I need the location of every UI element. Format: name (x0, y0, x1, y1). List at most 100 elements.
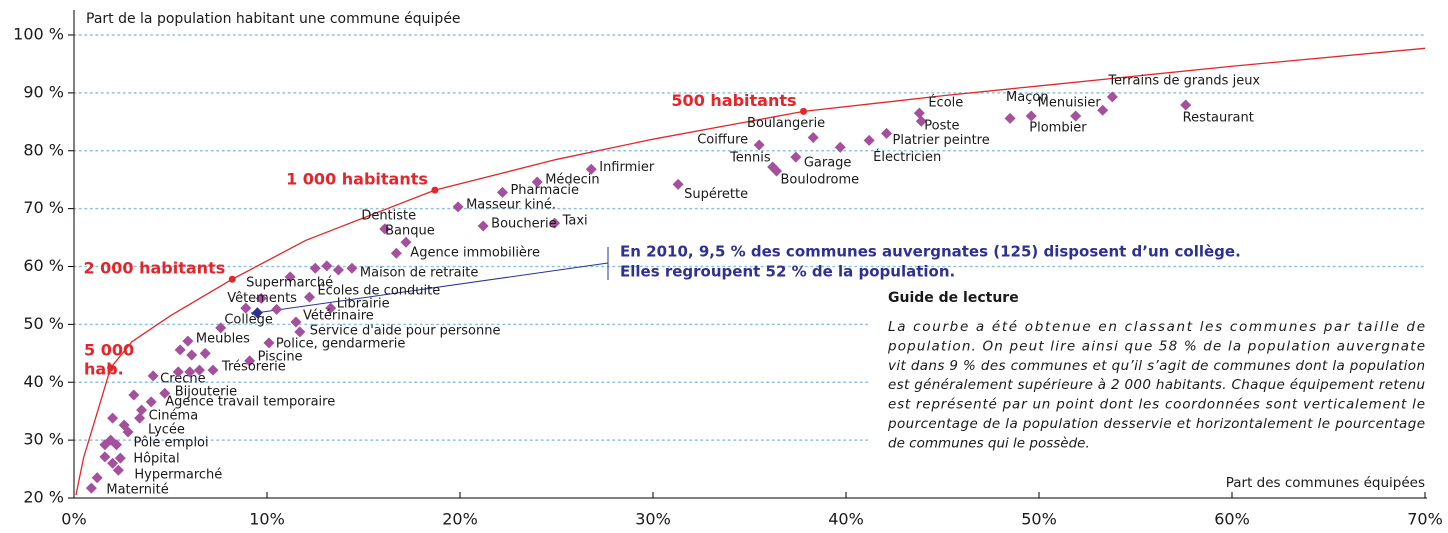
y-tick-label: 100 % (13, 25, 64, 44)
point (174, 344, 186, 356)
point (290, 316, 302, 328)
point-label: Poste (924, 119, 959, 134)
point-label: Électricien (873, 149, 941, 165)
point (1070, 110, 1082, 122)
point-label: Médecin (545, 173, 599, 188)
y-tick-label: 60 % (23, 256, 64, 275)
point (1025, 110, 1037, 122)
point (244, 355, 256, 367)
guide-box (868, 285, 1432, 479)
point (585, 163, 597, 175)
point (332, 264, 344, 276)
point-label: Masseur kiné. (466, 197, 556, 212)
point (672, 178, 684, 190)
point-label: Service d'aide pour personne (310, 323, 501, 338)
point (199, 347, 211, 359)
point (118, 419, 130, 431)
point (193, 364, 205, 376)
point-label: Infirmier (599, 160, 655, 175)
point (309, 262, 321, 274)
x-axis-label: Part des communes équipées (1226, 475, 1425, 491)
point-label: Bijouterie (175, 385, 237, 400)
point (477, 220, 489, 232)
point-label: Lycée (148, 423, 185, 438)
point-label: Supermarché (246, 275, 333, 290)
threshold-label: 1 000 habitants (286, 170, 428, 189)
point-label: Terrains de grands jeux (1107, 73, 1260, 88)
point-label: Platrier peintre (893, 133, 990, 148)
point-label: Cinéma (149, 409, 199, 424)
point (215, 322, 227, 334)
point (255, 292, 267, 304)
point (346, 262, 358, 274)
point (91, 472, 103, 484)
point-label: Menuisier (1038, 96, 1102, 111)
point (85, 482, 97, 494)
point-label: Restaurant (1183, 111, 1254, 126)
point-label: Supérette (684, 187, 748, 202)
guide-line: est généralement supérieure à 2 000 habi… (888, 377, 1425, 393)
point (881, 127, 893, 139)
point-label: Boulangerie (747, 116, 825, 131)
point (263, 337, 275, 349)
point-label: Pharmacie (510, 183, 579, 198)
y-tick-label: 40 % (23, 372, 64, 391)
point (303, 291, 315, 303)
point (128, 389, 140, 401)
point (184, 366, 196, 378)
point (134, 412, 146, 424)
point (531, 176, 543, 188)
point (913, 107, 925, 119)
threshold-point (800, 107, 808, 115)
point (107, 412, 119, 424)
point-label: Maternité (106, 483, 168, 498)
x-tick-label: 70% (1407, 510, 1443, 529)
x-tick-label: 40% (828, 510, 864, 529)
y-tick-label: 80 % (23, 140, 64, 159)
point (207, 364, 219, 376)
curve (75, 47, 1426, 496)
point-label: Pôle emploi (133, 435, 208, 450)
point (771, 165, 783, 177)
point (452, 201, 464, 213)
point-label: Agence travail temporaire (165, 394, 335, 409)
point-label: Vêtements (227, 291, 297, 306)
point-label: Tennis (729, 150, 771, 165)
point-label: Banque (385, 224, 435, 239)
point-label: Meubles (196, 332, 250, 347)
point (790, 151, 802, 163)
point (1180, 99, 1192, 111)
y-axis-label: Part de la population habitant une commu… (86, 11, 461, 27)
point (1097, 104, 1109, 116)
threshold-point (228, 275, 236, 283)
y-tick-label: 90 % (23, 82, 64, 101)
point (112, 464, 124, 476)
point-label: Agence immobilière (410, 246, 540, 261)
threshold-point (107, 364, 115, 372)
point (99, 439, 111, 451)
point (496, 186, 508, 198)
point-label: Crèche (160, 371, 206, 386)
point-label: Hôpital (133, 452, 179, 467)
x-tick-label: 20% (442, 510, 478, 529)
point (1106, 91, 1118, 103)
point (136, 404, 148, 416)
annotation-leader (257, 262, 609, 314)
x-tick-label: 0% (61, 510, 86, 529)
y-tick-label: 20 % (23, 488, 64, 507)
point (240, 302, 252, 314)
y-tick-label: 30 % (23, 430, 64, 449)
point (145, 396, 157, 408)
threshold-label: 2 000 habitants (83, 259, 225, 278)
guide-line: vit dans 9 % des communes et qu’il s’agi… (888, 358, 1425, 374)
point-label: Maçon (1006, 90, 1049, 105)
point-label: Piscine (258, 349, 303, 364)
annotation-text: En 2010, 9,5 % des communes auvergnates … (620, 243, 1241, 261)
point-label: Collège (224, 312, 273, 327)
point-label: Boulodrome (781, 173, 860, 188)
point (159, 387, 171, 399)
guide-line: population. On peut lire ainsi que 58 % … (887, 338, 1425, 354)
point (147, 370, 159, 382)
point-label: Dentiste (361, 208, 416, 223)
